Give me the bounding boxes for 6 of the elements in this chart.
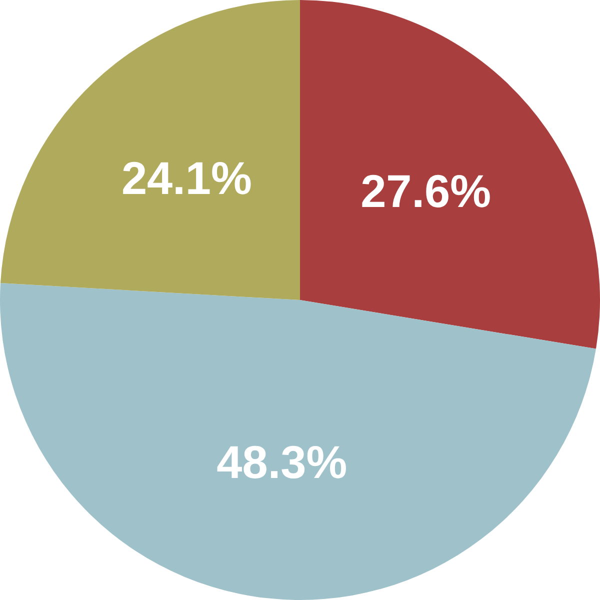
pie-slice [0, 0, 300, 300]
pie-slice [300, 0, 600, 349]
data-label: 27.6% [360, 165, 492, 218]
data-label: 48.3% [216, 436, 348, 488]
pie-slice [0, 283, 596, 600]
data-label: 24.1% [121, 152, 252, 204]
